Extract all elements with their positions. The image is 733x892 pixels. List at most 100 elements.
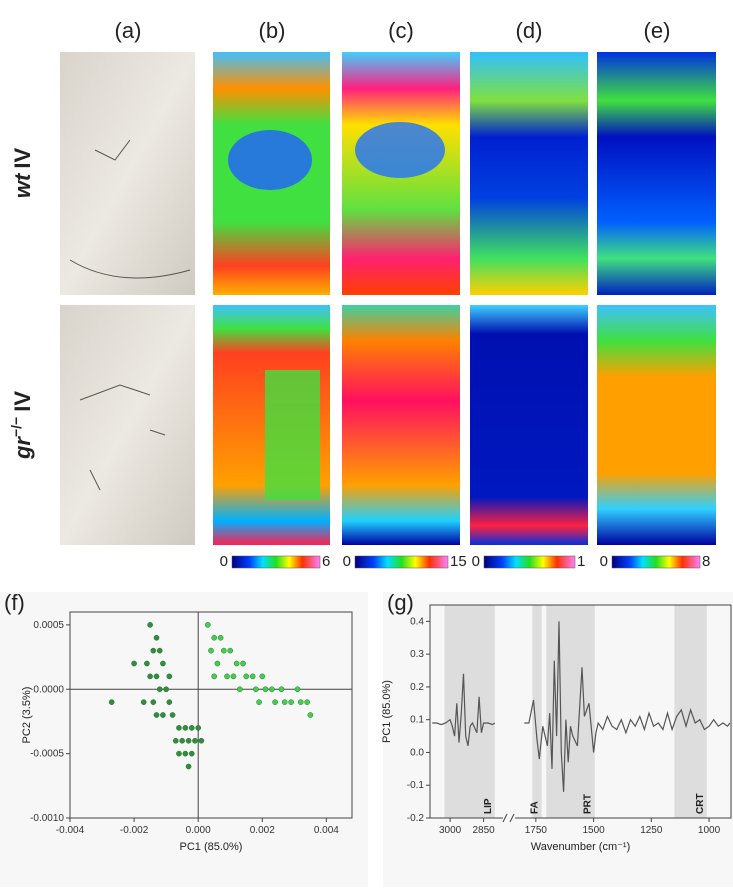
point [262,686,269,693]
point [169,712,176,718]
x-tick-label: 1250 [640,825,663,836]
colorbar-min: 0 [343,553,351,570]
panel-label: (d) [516,18,543,43]
point [259,673,266,680]
point [185,737,192,744]
panel-label: (c) [388,18,414,43]
point [297,699,304,705]
point [253,686,259,693]
point [188,750,195,757]
heatmap [597,52,716,295]
point [227,647,234,654]
point [188,725,195,731]
plot-frame [69,611,353,819]
band-label: PRT [583,794,594,814]
y-axis-label: PC2 (3.5%) [21,687,33,744]
heatmap [342,305,460,545]
y-tick-label: 0.1 [410,715,424,726]
point [281,699,288,705]
point [192,737,198,744]
point [163,686,169,693]
heatmap [470,305,588,545]
colorbar [483,555,576,569]
point [153,712,160,718]
point [108,699,115,705]
chart-label: (g) [387,590,414,615]
point [176,750,182,757]
point [182,750,189,757]
panel-label: (e) [644,18,671,43]
point [185,763,192,770]
point [211,673,218,680]
point [269,686,275,693]
colorbar-max: 6 [322,553,330,570]
panel-label: (b) [259,18,286,43]
point [153,673,160,680]
point [272,699,278,705]
heatmap [470,52,588,295]
texture [69,139,191,491]
point [237,686,243,693]
colorbar [611,555,701,569]
micrographs [60,52,195,545]
point [147,673,153,680]
point [249,673,256,680]
y-tick-label: 0.0005 [33,620,64,631]
x-tick-label: 0.004 [314,825,339,836]
heatmap-core [228,130,312,190]
x-tick-label: 0.000 [186,825,211,836]
point [160,712,166,718]
point [131,660,137,667]
colorbar-max: 1 [577,553,585,570]
row-label: gr−/− IV [8,391,35,460]
point [304,699,310,705]
point [211,634,218,641]
point [179,737,185,744]
point [195,725,201,731]
y-axis-label: PC1 (85.0%) [381,680,393,743]
point [243,673,250,680]
colorbar [231,555,321,569]
row-label-italic: wt [10,172,35,198]
x-tick-label: 2850 [472,825,495,836]
x-tick-label: -0.002 [120,825,149,836]
row-label-text: IV [10,148,35,169]
colorbar-max: 8 [702,553,710,570]
point [182,725,189,731]
x-tick-label: 3000 [439,825,462,836]
band-label: CRT [695,793,706,814]
colorbar-min: 0 [600,553,608,570]
point [198,737,205,744]
x-tick-label: 0.002 [250,825,275,836]
band [444,605,495,818]
row-label: wt IV [10,148,35,199]
colorbar [354,555,449,569]
y-tick-label: -0.0005 [30,749,64,760]
point [214,660,221,667]
point [224,673,230,680]
point [288,699,294,705]
micrograph [60,52,195,295]
x-tick-label: 1750 [525,825,548,836]
point [233,660,240,667]
x-tick-label: -0.004 [56,825,85,836]
row-label-sup: −/− [8,417,24,437]
panel-label: (a) [115,18,142,43]
point [307,712,314,718]
y-tick-label: 0.4 [410,616,424,627]
heatmap [597,305,716,545]
point [208,647,214,654]
axis-break-mark [502,813,515,823]
point [156,686,163,693]
colorbar-max: 15 [450,553,467,570]
band-label: LIP [483,798,494,814]
point [176,725,182,731]
point [166,673,173,680]
point [150,699,157,705]
colorbar-min: 0 [472,553,480,570]
x-axis-label: PC1 (85.0%) [180,841,243,853]
point [160,660,166,667]
chart-label: (f) [4,590,25,615]
